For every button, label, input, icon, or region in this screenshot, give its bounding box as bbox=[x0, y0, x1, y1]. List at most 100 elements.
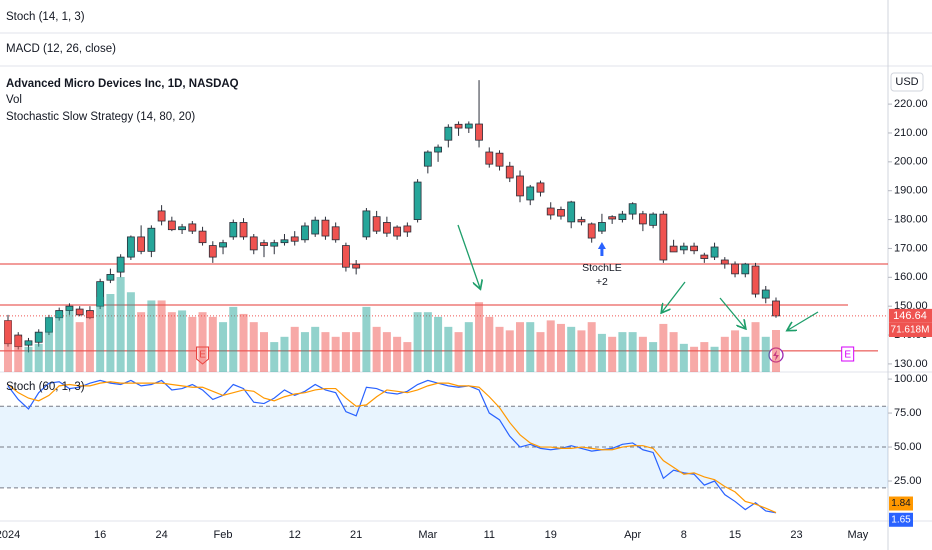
candle-body bbox=[362, 210, 371, 238]
candle-body bbox=[659, 213, 668, 261]
volume-bar bbox=[536, 332, 545, 372]
volume-bar bbox=[608, 336, 617, 372]
volume-bar bbox=[710, 346, 719, 372]
volume-bar bbox=[628, 332, 637, 372]
arrow bbox=[788, 311, 819, 330]
volume-bar bbox=[106, 294, 115, 372]
volume-bar bbox=[290, 326, 299, 372]
volume-bar bbox=[618, 332, 627, 372]
y-tick-label: 200.00 bbox=[894, 156, 928, 168]
volume-bar bbox=[731, 330, 740, 372]
candle-body bbox=[270, 242, 279, 247]
candle-body bbox=[280, 239, 289, 244]
candle-body bbox=[249, 236, 258, 251]
volume-bar bbox=[85, 312, 94, 372]
candle-body bbox=[106, 274, 115, 281]
y-tick-label: 190.00 bbox=[894, 185, 928, 197]
currency-box[interactable] bbox=[890, 72, 924, 92]
volume-bar bbox=[444, 326, 453, 372]
signal-arrow bbox=[597, 242, 606, 256]
volume-bar bbox=[454, 332, 463, 372]
volume-bar bbox=[761, 336, 770, 372]
volume-bar bbox=[44, 316, 53, 372]
candle-body bbox=[239, 222, 248, 238]
signal-label: StochLE bbox=[582, 262, 622, 274]
x-tick-label: 23 bbox=[790, 529, 802, 541]
candle-body bbox=[229, 222, 238, 238]
volume-bar bbox=[690, 346, 699, 372]
x-tick-label: 2024 bbox=[0, 529, 20, 541]
volume-bar bbox=[178, 310, 187, 372]
candle-body bbox=[516, 175, 524, 197]
volume-bar bbox=[167, 312, 176, 372]
pane-title[interactable]: MACD (12, 26, close) bbox=[6, 43, 116, 55]
volume-bar bbox=[772, 330, 780, 372]
candle-body bbox=[485, 151, 494, 165]
legend-volume: Vol bbox=[6, 94, 22, 106]
volume-bar bbox=[331, 336, 340, 372]
volume-bar bbox=[249, 322, 258, 372]
candle-body bbox=[434, 146, 442, 153]
candle-body bbox=[598, 222, 606, 232]
candle-body bbox=[577, 219, 586, 223]
volume-bar bbox=[126, 292, 135, 372]
volume-bar bbox=[270, 342, 279, 372]
volume-bar bbox=[464, 322, 473, 372]
candle-body bbox=[372, 216, 381, 232]
marks: 220.00 210.00 200.00 190.00 180.00 170.00 160.… bbox=[0, 80, 932, 541]
last-value-tag bbox=[889, 496, 913, 511]
candle-body bbox=[167, 220, 176, 231]
volume-bar bbox=[341, 332, 350, 372]
y-tick-label: 75.00 bbox=[894, 407, 922, 419]
x-tick-label: Mar bbox=[418, 529, 437, 541]
y-tick-label: 220.00 bbox=[894, 98, 928, 110]
y-tick-label: 50.00 bbox=[894, 441, 922, 453]
candle-body bbox=[342, 245, 350, 268]
last-value: 1.84 bbox=[891, 498, 911, 509]
candle-body bbox=[628, 203, 637, 215]
candle-body bbox=[546, 207, 555, 216]
y-tick-label: 160.00 bbox=[894, 271, 928, 283]
x-tick-label: 21 bbox=[350, 529, 362, 541]
volume-bar bbox=[526, 322, 535, 372]
volume-bar bbox=[260, 332, 268, 372]
pane-title[interactable]: Stoch (14, 1, 3) bbox=[6, 11, 85, 23]
volume-bar bbox=[741, 336, 750, 372]
volume-tag bbox=[889, 323, 932, 338]
y-tick-label: 25.00 bbox=[894, 475, 922, 487]
candle-body bbox=[24, 340, 33, 346]
candle-body bbox=[116, 256, 125, 273]
candle-body bbox=[403, 225, 412, 233]
volume-bar bbox=[423, 312, 432, 372]
volume-bar bbox=[720, 336, 729, 372]
arrow bbox=[457, 224, 480, 288]
candle-body bbox=[444, 126, 453, 141]
candle-body bbox=[608, 216, 617, 220]
volume-bar bbox=[556, 323, 565, 372]
candle-body bbox=[290, 236, 299, 242]
last-value-tag bbox=[889, 512, 913, 527]
x-tick-label: 24 bbox=[155, 529, 167, 541]
currency[interactable]: USD bbox=[895, 76, 918, 88]
x-tick-label: 11 bbox=[484, 529, 495, 541]
candle-body bbox=[772, 300, 780, 317]
candle-body bbox=[495, 152, 504, 167]
volume-bar bbox=[382, 332, 391, 372]
volume-bar bbox=[280, 336, 289, 372]
candle-body bbox=[751, 265, 760, 295]
candle-body bbox=[157, 210, 166, 222]
volume-bar bbox=[219, 322, 228, 372]
volume-bar bbox=[505, 330, 514, 372]
candle-body bbox=[352, 263, 361, 269]
candle-body bbox=[382, 222, 391, 234]
volume-bar bbox=[116, 277, 125, 372]
candle-body bbox=[423, 151, 432, 167]
candle-body bbox=[75, 308, 84, 316]
candle-body bbox=[311, 219, 320, 235]
x-tick-label: 19 bbox=[545, 529, 557, 541]
candle-body bbox=[741, 263, 750, 275]
volume-bar bbox=[157, 300, 166, 372]
candle-body bbox=[475, 123, 483, 141]
volume-bar bbox=[372, 326, 381, 372]
volume-bar bbox=[669, 332, 678, 372]
